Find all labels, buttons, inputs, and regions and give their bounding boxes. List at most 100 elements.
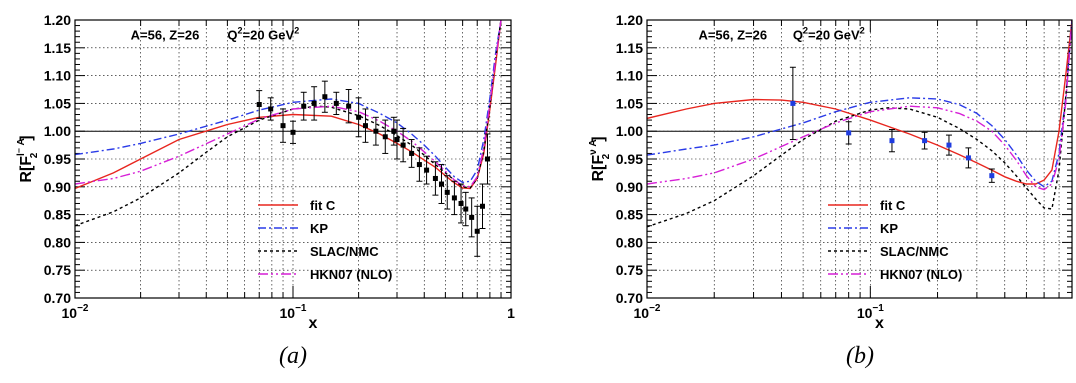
data-point: [268, 106, 274, 112]
x-tick-exponent: −2: [77, 303, 89, 314]
x-tick-label: 10−1: [280, 303, 307, 321]
annotation-q2: Q2=20 GeV2: [793, 25, 865, 42]
series-line-slac-nmc: [75, 20, 502, 227]
legend-label: SLAC/NMC: [310, 244, 379, 259]
data-point: [444, 189, 450, 195]
data-point: [439, 181, 445, 187]
legend-label: KP: [880, 221, 898, 236]
chart-panel-a: 0.70 0.75 0.80 0.85 0.90 0.95 1.00 1.05 1.10 1.15…: [16, 12, 515, 369]
data-point: [451, 195, 457, 201]
series-line-hkn07-nlo-: [647, 20, 1072, 191]
y-tick-label: 1.20: [616, 12, 643, 28]
y-tick-label: 1.00: [616, 123, 643, 139]
q-sup: 2: [238, 25, 243, 35]
x-tick-base: 10: [280, 305, 296, 321]
x-tick-label: 10−2: [62, 303, 89, 321]
x-tick-base: 10: [634, 305, 650, 321]
data-point: [946, 142, 952, 148]
plot-frame: [74, 19, 512, 299]
y-tick-label: 1.10: [616, 68, 643, 84]
data-point: [846, 130, 852, 136]
x-tick-base: 1: [507, 305, 515, 321]
data-point: [409, 150, 415, 156]
legend-label: fit C: [880, 198, 906, 213]
y-label-sup: ν A: [588, 139, 599, 155]
data-point: [391, 128, 397, 134]
data-point: [889, 138, 895, 144]
data-point: [362, 123, 368, 129]
legend-label: fit C: [310, 198, 336, 213]
legend: fit C KP SLAC/NMC HKN07 (NLO): [258, 198, 392, 282]
y-tick-label: 1.15: [44, 40, 71, 56]
x-tick-exponent: −1: [295, 303, 307, 314]
y-tick-label: 0.70: [44, 290, 71, 306]
data-point: [469, 214, 475, 220]
data-point: [356, 114, 362, 120]
data-point: [432, 175, 438, 181]
y-tick-label: 0.75: [44, 262, 71, 278]
panel-caption: (b): [846, 343, 874, 369]
data-point: [922, 138, 928, 144]
y-axis-label: R[Fl⁻ A 2]: [16, 135, 40, 182]
data-point: [333, 100, 339, 106]
x-tick-label: 10−2: [634, 303, 661, 321]
data-points: [256, 80, 491, 257]
data-point: [989, 173, 995, 179]
y-tick-label: 0.85: [44, 207, 71, 223]
y-tick-label: 0.80: [616, 234, 643, 250]
data-point: [290, 129, 296, 135]
grid: [646, 19, 1073, 299]
x-tick-exponent: −1: [872, 303, 884, 314]
data-point: [346, 103, 352, 109]
y-tick-label: 0.70: [616, 290, 643, 306]
y-tick-label: 0.95: [616, 151, 643, 167]
series-line-kp: [75, 20, 502, 184]
series-line-fit-c: [647, 20, 1072, 185]
x-tick-exponent: −2: [649, 303, 661, 314]
y-label-sub: 2: [29, 152, 40, 158]
data-point: [373, 128, 379, 134]
data-point: [479, 203, 485, 209]
data-point: [965, 155, 971, 161]
q-rest: =20 GeV: [243, 27, 295, 42]
data-point: [790, 100, 796, 106]
q-sup: 2: [803, 25, 808, 35]
y-label-close: ]: [590, 136, 607, 141]
x-axis-label: x: [875, 315, 884, 332]
y-tick-label: 1.15: [616, 40, 643, 56]
data-points: [789, 66, 995, 183]
data-point: [474, 228, 480, 234]
legend: fit C KP SLAC/NMC HKN07 (NLO): [828, 198, 962, 282]
y-label-sub: 2: [601, 153, 612, 159]
panel-caption: (a): [279, 343, 307, 369]
gev-sup: 2: [294, 25, 299, 35]
y-label-main: R[F: [18, 156, 35, 183]
data-point: [484, 156, 490, 162]
series-line-slac-nmc: [647, 20, 1072, 228]
data-point: [301, 103, 307, 109]
x-tick-label: 1: [507, 305, 515, 321]
q-rest: =20 GeV: [808, 27, 860, 42]
series-line-kp: [647, 20, 1072, 188]
data-point: [424, 167, 430, 173]
q-symbol: Q: [227, 27, 237, 42]
series-group: [647, 20, 1072, 228]
y-tick-label: 1.20: [44, 12, 71, 28]
annotation-q2: Q2=20 GeV2: [227, 25, 299, 42]
y-tick-label: 1.05: [44, 95, 71, 111]
x-axis-label: x: [309, 315, 318, 332]
data-point: [280, 123, 286, 129]
y-label-sup: l⁻ A: [16, 138, 27, 156]
y-label-main: R[F: [590, 155, 607, 182]
gev-sup: 2: [860, 25, 865, 35]
legend-label: SLAC/NMC: [880, 244, 949, 259]
y-tick-label: 0.90: [44, 179, 71, 195]
chart-panel-b: 0.70 0.75 0.80 0.85 0.90 0.95 1.00 1.05 1.10 1.15…: [588, 12, 1073, 369]
annotation-nucleus: A=56, Z=26: [131, 27, 200, 42]
legend-label: HKN07 (NLO): [880, 267, 962, 282]
data-point: [458, 200, 464, 206]
y-tick-label: 0.85: [616, 207, 643, 223]
y-tick-label: 1.00: [44, 123, 71, 139]
y-label-close: ]: [18, 135, 35, 140]
